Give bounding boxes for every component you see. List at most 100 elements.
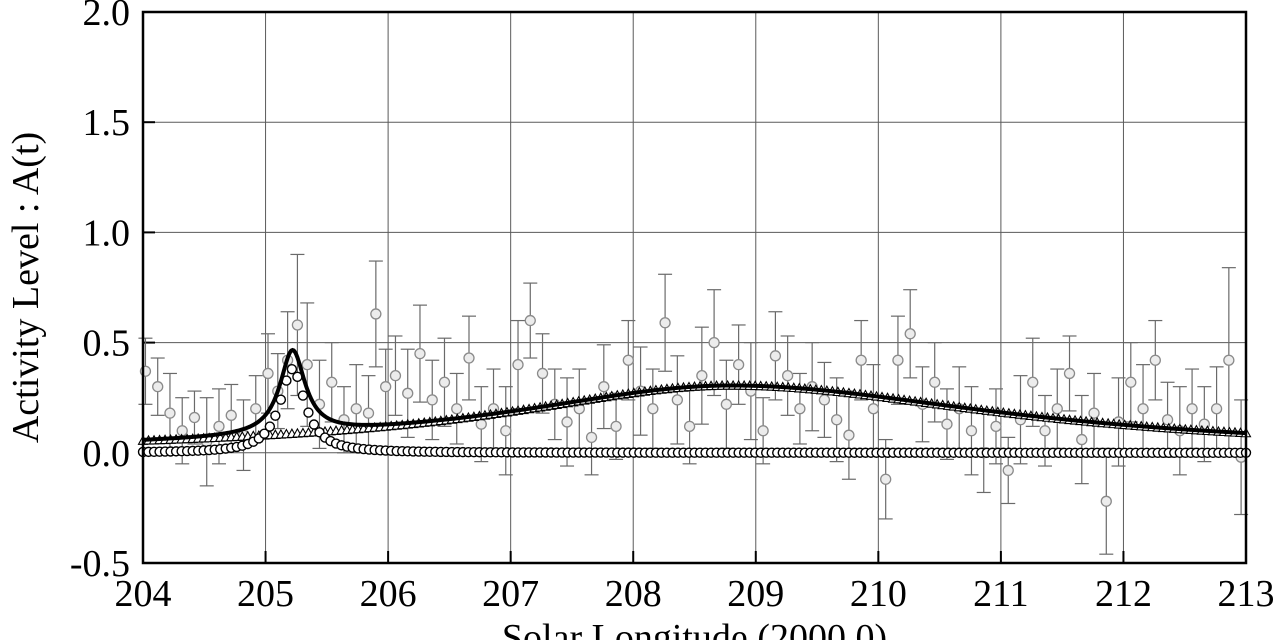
data-point <box>301 358 313 371</box>
data-point <box>585 431 598 444</box>
data-point <box>164 407 176 419</box>
x-tick-label: 205 <box>237 573 294 615</box>
plot-frame <box>141 10 1248 565</box>
x-tick-label: 207 <box>482 573 539 615</box>
data-point <box>326 376 338 388</box>
data-point <box>402 387 414 399</box>
data-point <box>818 394 831 406</box>
grid-lines <box>142 11 1247 564</box>
data-point <box>500 425 512 437</box>
data-point <box>1186 403 1198 415</box>
data-point <box>463 352 475 364</box>
data-point <box>904 328 916 340</box>
data-point <box>188 411 201 424</box>
total-model-curve <box>142 347 1247 442</box>
sharp-model-marker <box>286 363 298 375</box>
sharp-model-marker <box>264 421 276 432</box>
data-point <box>1161 414 1174 426</box>
x-tick-label: 211 <box>973 573 1029 615</box>
data-point <box>781 370 794 382</box>
data-point <box>561 416 573 428</box>
data-point <box>610 420 622 433</box>
x-tick-label: 210 <box>850 573 907 615</box>
data-point <box>892 354 904 366</box>
data-point <box>965 425 978 437</box>
x-tick-label: 213 <box>1218 573 1275 615</box>
observed-points <box>139 308 1247 507</box>
data-point <box>225 409 237 421</box>
x-tick-label: 204 <box>115 573 172 615</box>
data-point <box>843 429 855 441</box>
data-point <box>941 418 953 430</box>
data-point <box>659 317 671 329</box>
data-point <box>1039 425 1051 437</box>
data-point <box>855 354 867 366</box>
y-tick-label: 0.0 <box>83 433 131 475</box>
data-point <box>426 394 438 406</box>
data-point <box>708 336 720 349</box>
sharp-model-marker <box>259 428 270 439</box>
y-tick-label: -0.5 <box>70 543 130 585</box>
data-point <box>1125 376 1137 388</box>
x-tick-labels: 204 205 206 207 208 209 210 211 212 213 <box>115 573 1275 615</box>
data-point <box>152 381 164 393</box>
y-tick-label: 0.5 <box>83 323 131 365</box>
data-point <box>250 403 262 415</box>
data-point <box>1100 495 1112 507</box>
data-point <box>438 376 451 388</box>
sharp-component-markers <box>137 363 1252 458</box>
data-point <box>380 381 392 393</box>
data-point <box>1137 403 1149 415</box>
data-point <box>362 407 375 419</box>
data-point <box>1088 407 1100 419</box>
data-point <box>414 347 426 360</box>
sharp-model-marker <box>270 410 281 421</box>
data-point <box>757 425 769 437</box>
x-tick-label: 206 <box>360 573 417 615</box>
data-point <box>262 367 274 380</box>
data-point <box>291 319 304 331</box>
data-point <box>1002 464 1014 477</box>
data-point <box>794 403 806 415</box>
data-point <box>880 473 892 485</box>
data-point <box>867 403 880 415</box>
data-point <box>1210 403 1223 415</box>
data-point <box>1223 354 1235 366</box>
data-point <box>769 350 782 362</box>
x-tick-label: 209 <box>727 573 784 615</box>
y-axis-title: Activity Level : A(t) <box>5 132 47 443</box>
data-point <box>1027 376 1039 388</box>
data-point <box>929 376 941 388</box>
data-point <box>213 420 225 433</box>
x-axis-title: Solar Longitude (2000.0) <box>502 617 887 640</box>
data-point <box>1076 433 1088 446</box>
y-tick-label: 1.5 <box>83 102 131 144</box>
data-point <box>732 358 745 371</box>
data-point <box>696 370 708 382</box>
data-point <box>524 314 536 327</box>
data-point <box>1051 403 1063 415</box>
sharp-model-marker <box>297 390 309 401</box>
data-point <box>720 398 733 410</box>
data-point <box>671 394 683 406</box>
sharp-model-marker <box>308 419 320 430</box>
data-point <box>683 420 696 433</box>
x-tick-label: 212 <box>1095 573 1152 615</box>
y-tick-labels: -0.5 0.0 0.5 1.0 1.5 2.0 <box>70 0 130 585</box>
data-point <box>176 425 188 437</box>
data-point <box>451 403 463 415</box>
data-point <box>370 308 382 320</box>
data-point <box>389 370 402 382</box>
data-point <box>598 381 610 393</box>
sharp-model-marker <box>303 407 314 418</box>
x-tick-label: 208 <box>605 573 662 615</box>
y-tick-label: 2.0 <box>83 0 131 34</box>
data-point <box>1063 367 1076 380</box>
data-point <box>350 403 362 415</box>
error-bars <box>138 253 1249 555</box>
data-point <box>622 354 634 366</box>
data-point <box>831 414 843 426</box>
y-tick-label: 1.0 <box>83 212 131 254</box>
